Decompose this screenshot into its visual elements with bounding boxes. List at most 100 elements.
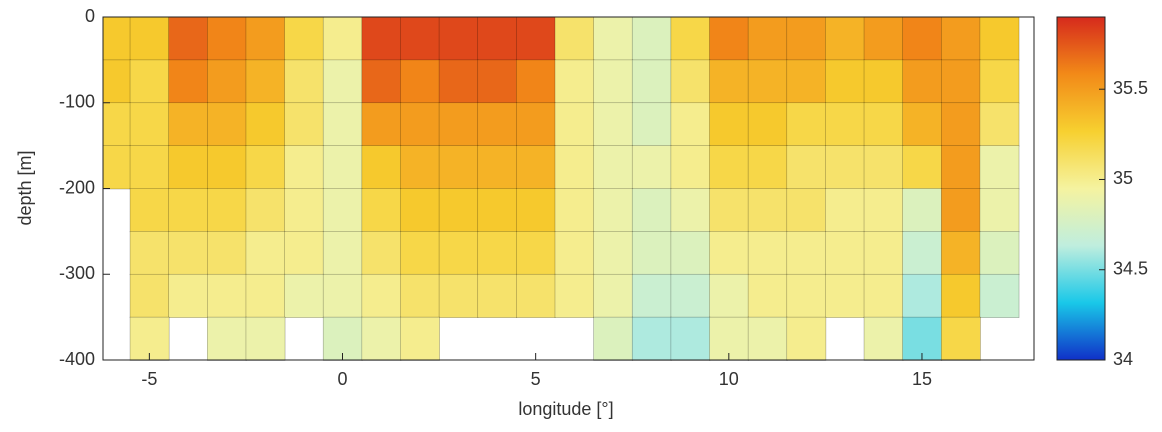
heatmap-cell [361, 188, 402, 233]
heatmap-cell [593, 16, 634, 61]
heatmap-cell [207, 102, 247, 147]
heatmap-cell [245, 188, 286, 233]
heatmap-cell [593, 59, 634, 104]
heatmap-cell [863, 59, 904, 104]
heatmap-cell [709, 145, 749, 190]
heatmap-cell [129, 273, 170, 318]
heatmap-cell [322, 59, 363, 104]
heatmap-cell [400, 231, 440, 276]
heatmap-cell [786, 231, 827, 276]
heatmap-cell [102, 16, 131, 61]
heatmap-cell [207, 231, 247, 276]
heatmap-cell [593, 273, 634, 318]
heatmap-cell [516, 102, 556, 147]
heatmap-cell [709, 59, 749, 104]
heatmap-cell [207, 145, 247, 190]
heatmap-cell [902, 16, 943, 61]
x-tick-label: -5 [141, 369, 157, 389]
heatmap-cell [477, 102, 518, 147]
heatmap-cell [940, 102, 981, 147]
heatmap-cell [322, 102, 363, 147]
heatmap-cell [516, 273, 556, 318]
heatmap-cell [477, 188, 518, 233]
heatmap-cell [979, 16, 1020, 61]
heatmap-cell [102, 59, 131, 104]
heatmap-cell [438, 102, 479, 147]
heatmap-cell [863, 188, 904, 233]
heatmap-cell [825, 102, 865, 147]
heatmap-cell [207, 188, 247, 233]
heatmap-cell [786, 102, 827, 147]
heatmap-cell [825, 273, 865, 318]
heatmap-cell [786, 273, 827, 318]
heatmap-cell [554, 102, 595, 147]
heatmap-cell [902, 231, 943, 276]
heatmap-cell [516, 59, 556, 104]
heatmap-cell [168, 188, 209, 233]
heatmap-cell [747, 59, 788, 104]
heatmap-cell [593, 145, 634, 190]
heatmap-cell [400, 145, 440, 190]
heatmap-cell [940, 59, 981, 104]
heatmap-cell [284, 273, 324, 318]
heatmap-cell [554, 273, 595, 318]
heatmap-cell [825, 231, 865, 276]
heatmap-cell [902, 145, 943, 190]
heatmap-cell [516, 188, 556, 233]
heatmap-cell [400, 102, 440, 147]
heatmap-cell [168, 231, 209, 276]
heatmap-cell [168, 145, 209, 190]
heatmap-cell [322, 273, 363, 318]
heatmap-cell [670, 59, 711, 104]
heatmap-cell [825, 188, 865, 233]
heatmap-cell [593, 316, 634, 361]
heatmap-cell [863, 316, 904, 361]
heatmap-cell [438, 59, 479, 104]
heatmap-cell [284, 102, 324, 147]
heatmap-cell [825, 59, 865, 104]
heatmap-cell [245, 145, 286, 190]
heatmap-cell [168, 102, 209, 147]
heatmap-cell [361, 231, 402, 276]
heatmap-cell [709, 273, 749, 318]
heatmap-cell [747, 145, 788, 190]
heatmap-cell [863, 145, 904, 190]
heatmap-cell [709, 188, 749, 233]
heatmap-cell [400, 59, 440, 104]
heatmap-cell [863, 102, 904, 147]
x-tick-label: 15 [912, 369, 932, 389]
heatmap-cell [322, 16, 363, 61]
heatmap-cell [477, 231, 518, 276]
heatmap-cell [102, 145, 131, 190]
heatmap-cell [902, 273, 943, 318]
heatmap-cell [593, 102, 634, 147]
heatmap-cell [863, 231, 904, 276]
heatmap-cell [438, 188, 479, 233]
heatmap-cell [786, 316, 827, 361]
heatmap-cell [940, 231, 981, 276]
heatmap-cell [670, 188, 711, 233]
heatmap-cell [631, 316, 672, 361]
heatmap-cell [979, 102, 1020, 147]
heatmap-cell [554, 16, 595, 61]
heatmap-cell [361, 316, 402, 361]
heatmap-cell [400, 188, 440, 233]
heatmap-cell [979, 273, 1020, 318]
y-tick-label: -400 [59, 349, 95, 369]
heatmap-cell [322, 145, 363, 190]
heatmap-cell [284, 231, 324, 276]
heatmap-cell [129, 16, 170, 61]
heatmap-cell [670, 231, 711, 276]
heatmap-cell [284, 16, 324, 61]
heatmap-cell [979, 59, 1020, 104]
heatmap-cell [207, 16, 247, 61]
x-tick-label: 0 [338, 369, 348, 389]
colorbar-tick-label: 35 [1113, 168, 1133, 188]
heatmap-cell [670, 145, 711, 190]
heatmap-cell [786, 16, 827, 61]
colorbar-tick-label: 34 [1113, 349, 1133, 369]
heatmap-cell [361, 59, 402, 104]
heatmap-cell [554, 59, 595, 104]
heatmap-cell [747, 316, 788, 361]
